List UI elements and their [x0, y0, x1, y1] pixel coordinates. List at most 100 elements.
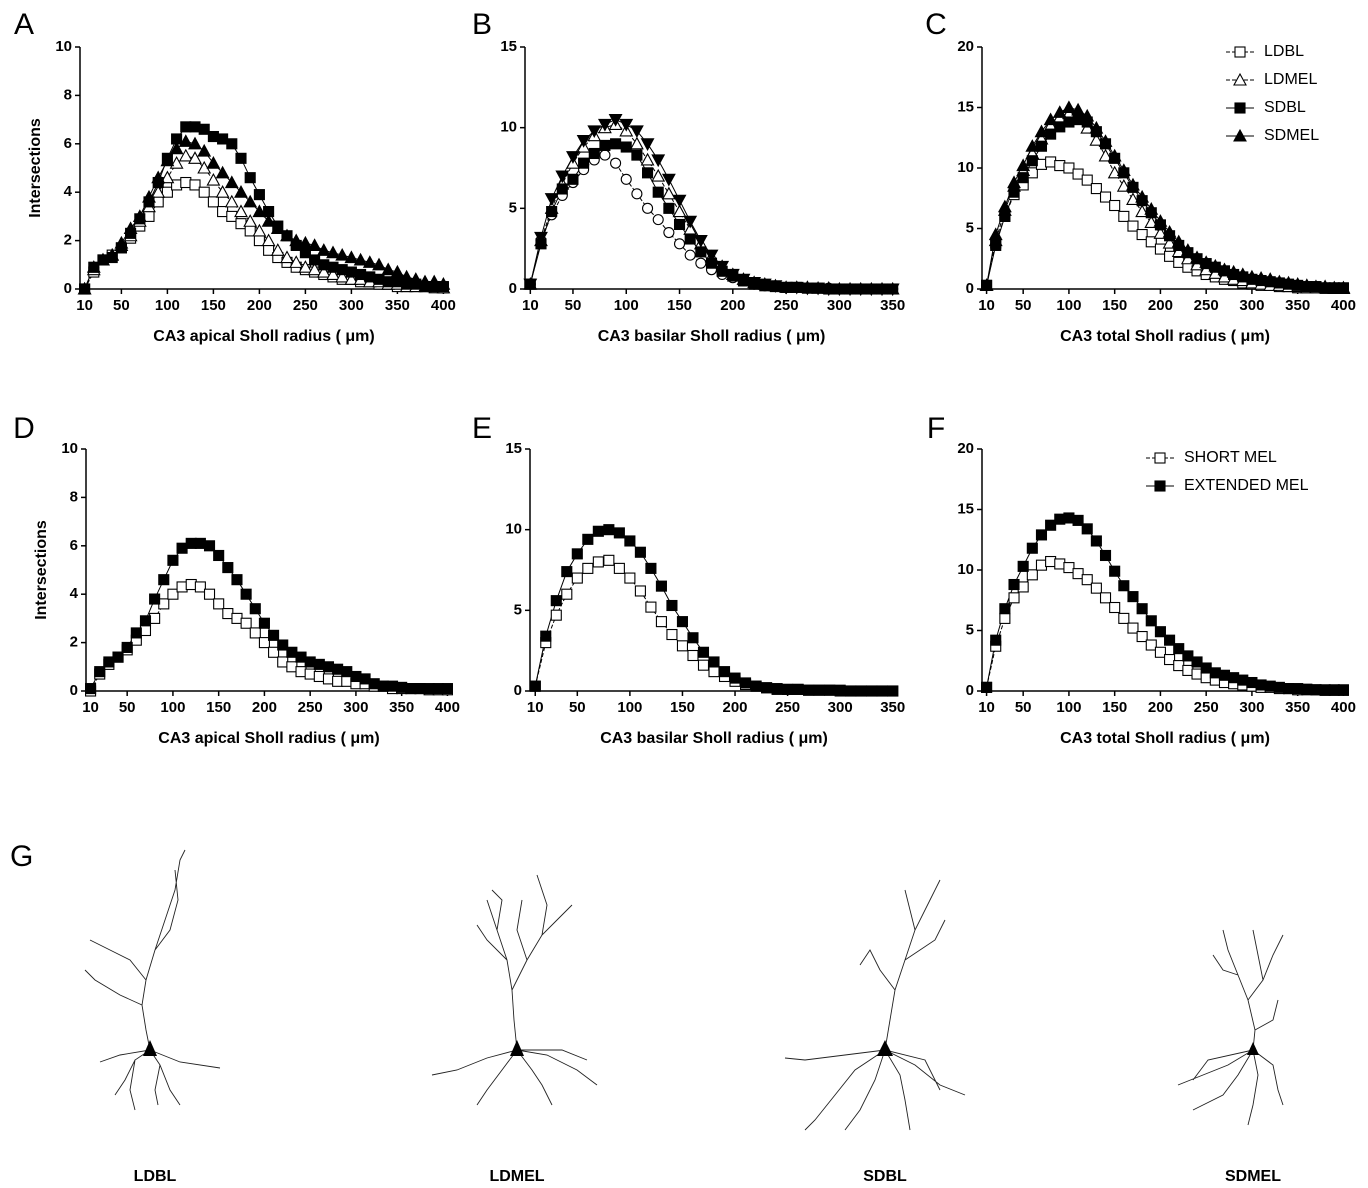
marker: [603, 554, 615, 566]
marker: [270, 221, 285, 235]
marker: [217, 133, 229, 145]
marker: [206, 156, 221, 169]
marker: [1191, 656, 1203, 668]
marker: [645, 601, 657, 613]
marker: [188, 151, 202, 164]
marker: [1109, 565, 1121, 577]
marker: [123, 221, 138, 235]
neuron-drawing: [431, 874, 598, 1106]
y-tick-label: 0: [514, 682, 522, 699]
marker: [161, 186, 173, 198]
y-tick-label: 5: [514, 601, 522, 618]
marker: [234, 185, 248, 198]
marker: [341, 675, 353, 687]
marker: [673, 238, 686, 250]
marker: [1144, 201, 1159, 215]
marker: [203, 588, 216, 600]
marker: [316, 243, 331, 256]
marker: [1226, 264, 1241, 278]
marker: [309, 254, 321, 266]
marker: [234, 204, 248, 218]
marker: [215, 185, 230, 198]
y-tick-label: 6: [64, 135, 72, 152]
marker: [1107, 148, 1122, 162]
marker: [326, 267, 340, 281]
marker: [824, 684, 836, 696]
marker: [180, 121, 192, 133]
marker: [663, 226, 675, 239]
y-tick-label: 10: [500, 119, 517, 136]
marker: [207, 196, 219, 208]
y-tick-label: 10: [505, 521, 522, 538]
panel-label: B: [472, 8, 492, 41]
marker: [121, 641, 133, 653]
marker: [684, 249, 696, 261]
marker: [1199, 255, 1214, 268]
y-tick-label: 10: [55, 38, 72, 55]
marker: [427, 274, 442, 288]
marker: [217, 206, 229, 218]
y-tick-label: 2: [64, 232, 72, 249]
x-axis-title: CA3 total Sholl radius ( μm): [1060, 730, 1270, 747]
x-tick-label: 250: [293, 297, 318, 314]
marker: [999, 210, 1011, 222]
marker: [1255, 679, 1267, 691]
neuron-label: LDMEL: [489, 1168, 544, 1185]
marker: [534, 231, 548, 245]
marker: [1045, 519, 1057, 531]
x-tick-label: 400: [431, 297, 456, 314]
marker: [1081, 523, 1093, 535]
marker: [1008, 186, 1020, 198]
marker: [372, 257, 386, 271]
x-tick-label: 100: [155, 297, 180, 314]
legend-marker: [1234, 46, 1246, 58]
marker: [353, 252, 368, 266]
marker: [167, 554, 179, 566]
x-tick-label: 350: [880, 297, 905, 314]
marker: [1116, 163, 1131, 176]
x-tick-label: 200: [720, 297, 745, 314]
marker: [708, 666, 720, 678]
marker: [158, 574, 170, 586]
marker: [672, 194, 687, 208]
marker: [377, 680, 389, 692]
marker: [114, 235, 129, 249]
marker: [1098, 134, 1113, 147]
marker: [151, 170, 166, 184]
marker: [231, 574, 243, 586]
marker: [405, 683, 417, 695]
x-tick-label: 100: [160, 699, 185, 716]
marker: [180, 176, 192, 189]
marker: [249, 603, 261, 615]
marker: [1310, 684, 1322, 696]
marker: [185, 578, 197, 591]
marker: [990, 634, 1002, 646]
marker: [629, 125, 644, 139]
marker: [1191, 668, 1203, 680]
marker: [344, 250, 359, 264]
marker: [198, 186, 210, 198]
marker: [1246, 676, 1258, 689]
marker: [578, 157, 590, 169]
marker: [571, 572, 583, 584]
marker: [414, 683, 426, 695]
x-tick-label: 300: [1239, 297, 1264, 314]
x-tick-label: 100: [1056, 297, 1081, 314]
marker: [683, 215, 698, 229]
marker: [598, 118, 612, 132]
marker: [332, 675, 344, 687]
marker: [1116, 179, 1131, 192]
marker: [1063, 512, 1075, 524]
marker: [1089, 120, 1104, 134]
marker: [327, 261, 339, 273]
marker: [1008, 592, 1020, 604]
marker: [235, 152, 247, 164]
marker: [864, 283, 879, 297]
marker: [875, 283, 889, 297]
x-tick-label: 50: [119, 699, 136, 716]
x-tick-label: 150: [670, 699, 695, 716]
marker: [1200, 672, 1212, 684]
marker: [1182, 664, 1194, 676]
marker: [1109, 601, 1121, 614]
marker: [718, 666, 731, 678]
